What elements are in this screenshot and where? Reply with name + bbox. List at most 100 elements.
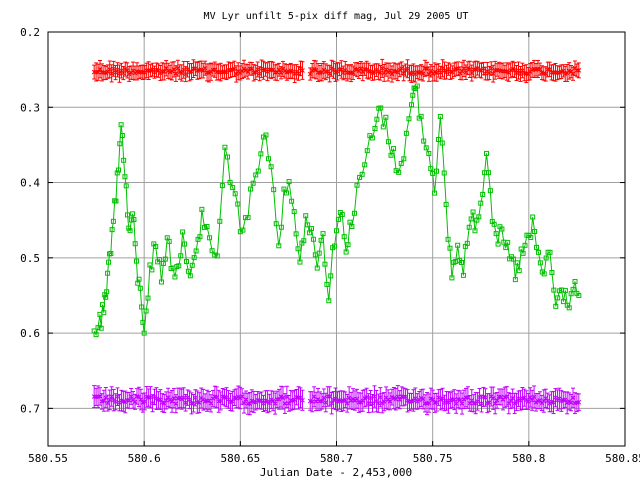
- data-point: [409, 102, 415, 108]
- data-point: [217, 218, 223, 224]
- data-point: [486, 400, 492, 405]
- data-point: [444, 69, 449, 75]
- data-point: [126, 225, 132, 231]
- data-point: [354, 182, 360, 188]
- data-point: [259, 398, 264, 403]
- data-point: [98, 325, 104, 331]
- data-point: [101, 310, 107, 316]
- data-point: [423, 145, 429, 151]
- data-point: [291, 209, 297, 215]
- data-point: [339, 67, 344, 72]
- data-point: [314, 265, 320, 271]
- x-tick-label: 580.55: [28, 452, 68, 465]
- data-point: [369, 135, 375, 141]
- data-point: [268, 164, 274, 170]
- data-point: [232, 191, 238, 197]
- data-point: [547, 67, 552, 72]
- data-point: [401, 70, 407, 76]
- data-point: [396, 169, 402, 175]
- data-point: [576, 399, 582, 405]
- data-point: [105, 270, 111, 276]
- data-point: [381, 399, 387, 404]
- data-point: [530, 214, 536, 220]
- data-point: [255, 67, 261, 72]
- data-point: [240, 227, 246, 233]
- data-point: [463, 69, 469, 75]
- data-point: [191, 400, 196, 406]
- data-point: [249, 66, 255, 72]
- data-point: [478, 200, 484, 206]
- data-point: [397, 397, 403, 402]
- data-point: [316, 250, 322, 256]
- data-point: [504, 394, 510, 399]
- data-point: [459, 401, 465, 406]
- data-point: [126, 397, 132, 403]
- data-point: [457, 397, 463, 403]
- data-point: [389, 71, 395, 77]
- data-point: [137, 285, 143, 291]
- data-point: [105, 400, 111, 406]
- data-point: [495, 241, 501, 247]
- data-point: [522, 242, 528, 248]
- data-point: [357, 174, 363, 180]
- data-point: [535, 249, 541, 255]
- data-point: [570, 395, 576, 401]
- y-tick-label: 0.6: [20, 327, 40, 340]
- data-point: [379, 66, 385, 71]
- data-point: [280, 395, 286, 401]
- data-point: [410, 92, 416, 98]
- data-point: [486, 70, 492, 76]
- data-point: [171, 66, 177, 72]
- data-point: [326, 298, 332, 304]
- data-point: [157, 257, 163, 263]
- data-point: [113, 198, 119, 204]
- data-point: [103, 294, 109, 300]
- data-point: [142, 399, 148, 404]
- data-point: [443, 201, 449, 207]
- data-point: [95, 69, 101, 75]
- data-point: [406, 116, 412, 122]
- data-point: [169, 399, 175, 404]
- data-point: [121, 157, 127, 163]
- x-tick-label: 580.65: [220, 452, 260, 465]
- data-point: [484, 150, 490, 156]
- data-point: [464, 240, 470, 246]
- data-point: [334, 228, 339, 234]
- data-point: [293, 231, 299, 237]
- data-point: [113, 399, 118, 405]
- data-point: [310, 236, 316, 242]
- data-point: [518, 71, 523, 77]
- y-tick-label: 0.2: [20, 26, 40, 39]
- data-point: [218, 398, 224, 404]
- data-point: [97, 394, 103, 399]
- data-point: [147, 262, 153, 268]
- data-point: [230, 398, 235, 404]
- data-point: [551, 287, 557, 293]
- data-point: [187, 273, 193, 279]
- data-point: [541, 398, 547, 404]
- data-point: [377, 70, 383, 76]
- data-point: [447, 245, 453, 251]
- data-point: [339, 211, 345, 217]
- data-point: [115, 67, 120, 73]
- data-point: [395, 394, 401, 399]
- data-point: [505, 239, 511, 245]
- data-point: [162, 256, 168, 262]
- data-point: [182, 241, 188, 247]
- data-point: [308, 226, 314, 232]
- data-point: [377, 394, 383, 400]
- data-point: [426, 150, 432, 156]
- data-point: [222, 144, 228, 150]
- data-point: [140, 319, 146, 325]
- data-point: [278, 70, 284, 76]
- data-point: [320, 231, 326, 237]
- data-point: [534, 244, 540, 250]
- data-point: [189, 69, 194, 74]
- data-point: [132, 399, 138, 405]
- series-variable: [91, 83, 582, 338]
- data-point: [181, 67, 187, 73]
- data-point: [543, 255, 549, 261]
- data-point: [374, 116, 380, 122]
- data-point: [466, 224, 472, 230]
- data-point: [327, 394, 333, 399]
